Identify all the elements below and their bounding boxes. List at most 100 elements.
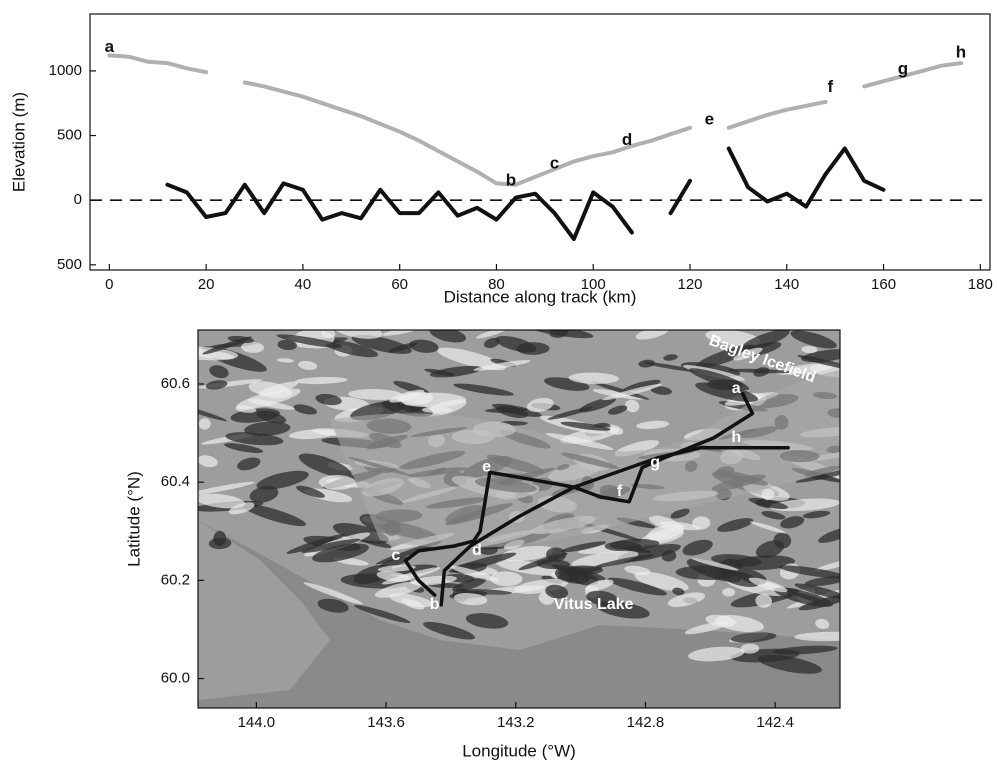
relief-shade — [672, 587, 685, 596]
relief-shade — [790, 330, 837, 349]
relief-shade — [348, 389, 403, 400]
relief-shade — [298, 453, 352, 478]
relief-shade — [749, 521, 787, 534]
track-line — [403, 392, 790, 607]
relief-shade — [804, 576, 840, 587]
relief-shade — [717, 518, 754, 532]
relief-shade — [818, 526, 840, 543]
relief-shade — [814, 558, 840, 572]
relief-shade — [449, 565, 500, 582]
relief-shade — [350, 400, 405, 421]
relief-shade — [740, 330, 790, 351]
x-tick-label: 140 — [774, 276, 799, 293]
point-label: g — [898, 59, 908, 78]
relief-shade — [318, 475, 356, 490]
relief-shade — [692, 516, 711, 530]
relief-shade — [237, 457, 261, 471]
relief-shade — [601, 384, 662, 401]
relief-shade — [448, 552, 517, 573]
relief-shade — [244, 421, 291, 437]
relief-shade — [298, 360, 318, 370]
relief-shade — [256, 470, 309, 490]
relief-shade — [547, 406, 593, 420]
relief-shade — [423, 621, 475, 640]
x-axis-label: Distance along track (km) — [444, 287, 637, 306]
point-label: d — [472, 542, 482, 559]
relief-shade — [276, 358, 294, 363]
relief-shade — [381, 330, 418, 336]
y-tick-label: 60.0 — [161, 670, 190, 687]
y-axis-label: Latitude (°N) — [124, 471, 143, 567]
y-tick-label: 500 — [57, 256, 82, 273]
point-label: h — [731, 429, 741, 446]
place-label: Vitus Lake — [554, 596, 634, 613]
relief-shade — [608, 405, 628, 415]
relief-shade — [429, 330, 467, 343]
relief-shade — [682, 539, 713, 556]
relief-shade — [733, 347, 763, 361]
relief-shade — [437, 347, 506, 371]
relief-shade — [400, 391, 434, 406]
x-tick-label: 143.6 — [367, 714, 405, 731]
relief-shade — [695, 344, 755, 369]
relief-shade — [778, 565, 840, 579]
relief-shade — [256, 410, 287, 424]
relief-shade — [794, 583, 840, 600]
relief-shade — [453, 592, 488, 606]
point-label: c — [391, 547, 400, 564]
relief-shade — [421, 406, 453, 413]
relief-shade — [711, 554, 762, 567]
relief-shade — [303, 582, 363, 605]
relief-shade — [740, 643, 760, 654]
relief-shade — [388, 593, 433, 608]
relief-shade — [490, 571, 523, 587]
relief-shade — [241, 341, 265, 353]
relief-shade — [317, 598, 349, 613]
lake-plain — [198, 520, 840, 708]
relief-shade — [568, 372, 620, 385]
relief-shade — [312, 543, 369, 563]
map-relief — [198, 330, 840, 708]
relief-shade — [667, 592, 706, 607]
point-label: a — [105, 37, 115, 56]
relief-shade — [802, 510, 831, 519]
relief-shade — [301, 538, 361, 553]
relief-shade — [560, 541, 607, 553]
relief-shade — [705, 614, 736, 627]
relief-shade — [554, 567, 590, 584]
relief-shade — [727, 368, 792, 374]
y-tick-label: 60.6 — [161, 375, 190, 392]
relief-shade — [624, 399, 640, 413]
relief-shade — [409, 339, 439, 353]
relief-shade — [755, 594, 772, 608]
relief-shade — [794, 631, 840, 642]
relief-shade — [689, 368, 750, 391]
relief-shade — [375, 540, 443, 565]
point-label: h — [956, 42, 966, 61]
relief-shade — [686, 558, 742, 583]
relief-shade — [748, 577, 788, 593]
relief-shade — [198, 405, 228, 422]
y-tick-label: 60.2 — [161, 571, 190, 588]
relief-shade — [500, 545, 554, 562]
relief-shade — [594, 554, 655, 568]
point-label: e — [705, 110, 714, 129]
relief-shade — [722, 587, 736, 597]
y-tick-label: 60.4 — [161, 473, 190, 490]
relief-shade — [208, 537, 232, 550]
relief-shade — [277, 339, 298, 351]
relief-shade — [293, 404, 318, 415]
relief-shade — [354, 604, 411, 624]
relief-shade — [815, 618, 830, 629]
x-tick-label: 60 — [391, 276, 408, 293]
point-label: b — [506, 170, 516, 189]
point-label: b — [430, 596, 440, 613]
relief-shade — [458, 589, 513, 595]
relief-shade — [596, 601, 650, 619]
relief-shade — [453, 383, 514, 396]
relief-shade — [315, 393, 342, 406]
relief-shade — [379, 556, 410, 569]
relief-shade — [295, 376, 348, 385]
glacier-surface — [330, 370, 840, 548]
relief-shade — [224, 443, 264, 453]
